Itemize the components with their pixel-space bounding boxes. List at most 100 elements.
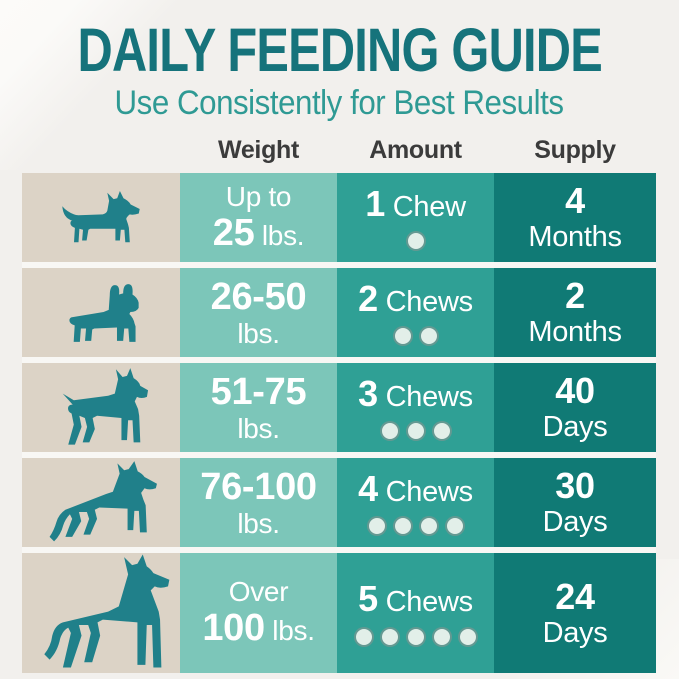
column-headers: Weight Amount Supply xyxy=(22,136,656,165)
chew-dot-icon xyxy=(457,626,478,647)
amount-count: 4 xyxy=(358,467,378,509)
column-header-amount: Amount xyxy=(369,136,462,164)
amount-cell: 2 Chews xyxy=(337,268,494,357)
dog-cell xyxy=(22,268,180,357)
weight-text-line: 51-75 xyxy=(211,371,307,414)
supply-unit: Months xyxy=(528,316,622,349)
supply-cell: 24 Days xyxy=(494,553,656,673)
weight-cell: Over 100 lbs. xyxy=(180,553,337,673)
chew-dot-icon xyxy=(418,516,439,537)
chew-dot-icon xyxy=(405,421,426,442)
chew-dot-icon xyxy=(392,326,413,347)
chew-dot-icon xyxy=(379,421,400,442)
amount-cell: 1 Chew xyxy=(337,173,494,262)
amount-word: Chews xyxy=(377,380,473,413)
supply-unit: Days xyxy=(542,411,608,444)
weight-cell: 76-100 lbs. xyxy=(180,458,337,547)
chew-dot-icon xyxy=(392,516,413,537)
chew-dots xyxy=(379,421,452,442)
amount-count: 1 xyxy=(365,182,386,224)
supply-cell: 4 Months xyxy=(494,173,656,262)
great-dane-dog-icon xyxy=(43,554,169,668)
chew-dots xyxy=(405,231,426,252)
chew-dot-icon xyxy=(431,626,452,647)
amount-word: Chews xyxy=(377,285,473,318)
weight-cell: 26-50 lbs. xyxy=(180,268,337,357)
amount-count: 5 xyxy=(358,578,378,620)
amount-cell: 5 Chews xyxy=(337,553,494,673)
chew-dots xyxy=(366,516,465,537)
amount-text-line: 4 Chews xyxy=(358,467,473,509)
supply-cell: 40 Days xyxy=(494,363,656,452)
boxer-dog-icon xyxy=(62,367,148,445)
weight-text-line: Over xyxy=(228,576,289,608)
amount-word: Chews xyxy=(377,475,473,508)
weight-text: 26-50 xyxy=(210,275,307,318)
dog-cell xyxy=(22,553,180,673)
amount-text-line: 1 Chew xyxy=(365,182,466,224)
chew-dots xyxy=(392,326,439,347)
chew-dot-icon xyxy=(405,626,426,647)
chihuahua-dog-icon xyxy=(62,190,140,242)
weight-text: Up to xyxy=(225,180,292,212)
table-row: 51-75 lbs. 3 Chews 40 Days xyxy=(22,363,656,452)
french-bulldog-dog-icon xyxy=(69,283,139,342)
amount-text-line: 2 Chews xyxy=(358,277,473,319)
chew-dot-icon xyxy=(418,326,439,347)
weight-cell: 51-75 lbs. xyxy=(180,363,337,452)
weight-text-line: lbs. xyxy=(237,318,280,350)
weight-text: lbs. xyxy=(237,318,280,350)
weight-cell: Up to 25 lbs. xyxy=(180,173,337,262)
supply-cell: 30 Days xyxy=(494,458,656,547)
supply-value: 40 xyxy=(555,370,595,412)
weight-text-line: 26-50 xyxy=(211,276,307,319)
amount-word: Chews xyxy=(377,586,473,619)
weight-text-line: lbs. xyxy=(237,413,280,445)
column-header-spacer xyxy=(22,136,180,165)
weight-text: lbs. xyxy=(237,413,280,445)
chew-dots xyxy=(353,626,478,647)
table-row: Up to 25 lbs. 1 Chew 4 Months xyxy=(22,173,656,262)
supply-value: 24 xyxy=(555,575,595,617)
column-header-supply: Supply xyxy=(534,136,616,164)
weight-text: lbs. xyxy=(237,508,280,540)
supply-value: 30 xyxy=(555,465,595,507)
chew-dot-icon xyxy=(405,231,426,252)
feeding-table: Up to 25 lbs. 1 Chew 4 Months 26-50 lbs. 2 Chew… xyxy=(22,173,656,673)
weight-text-line: 25 lbs. xyxy=(213,212,305,255)
supply-value: 2 xyxy=(565,275,585,317)
weight-text: lbs. xyxy=(264,615,315,647)
dog-cell xyxy=(22,173,180,262)
supply-value: 4 xyxy=(565,180,585,222)
weight-text-line: lbs. xyxy=(237,508,280,540)
weight-text: 51-75 xyxy=(210,370,307,413)
weight-text: 25 xyxy=(212,211,255,254)
amount-text-line: 3 Chews xyxy=(358,373,473,414)
page-title: DAILY FEEDING GUIDE xyxy=(77,16,602,84)
weight-text: 76-100 xyxy=(200,465,317,508)
table-row: Over 100 lbs. 5 Chews 24 Days xyxy=(22,553,656,673)
supply-unit: Days xyxy=(542,616,608,649)
weight-text: lbs. xyxy=(254,219,305,251)
amount-word: Chew xyxy=(385,190,466,223)
amount-cell: 4 Chews xyxy=(337,458,494,547)
weight-text: Over xyxy=(228,576,289,608)
german-shepherd-dog-icon xyxy=(49,460,157,541)
weight-text-line: 76-100 xyxy=(200,466,317,509)
page-subtitle: Use Consistently for Best Results xyxy=(115,84,564,122)
dog-cell xyxy=(22,458,180,547)
chew-dot-icon xyxy=(444,516,465,537)
table-row: 26-50 lbs. 2 Chews 2 Months xyxy=(22,268,656,357)
amount-count: 2 xyxy=(358,277,378,319)
column-header-weight: Weight xyxy=(217,136,300,164)
page-title-wrap: DAILY FEEDING GUIDE xyxy=(0,20,679,81)
weight-text: 100 xyxy=(202,607,265,650)
dog-cell xyxy=(22,363,180,452)
supply-unit: Months xyxy=(528,221,622,254)
supply-cell: 2 Months xyxy=(494,268,656,357)
supply-unit: Days xyxy=(542,506,608,539)
chew-dot-icon xyxy=(366,516,387,537)
amount-cell: 3 Chews xyxy=(337,363,494,452)
chew-dot-icon xyxy=(353,626,374,647)
